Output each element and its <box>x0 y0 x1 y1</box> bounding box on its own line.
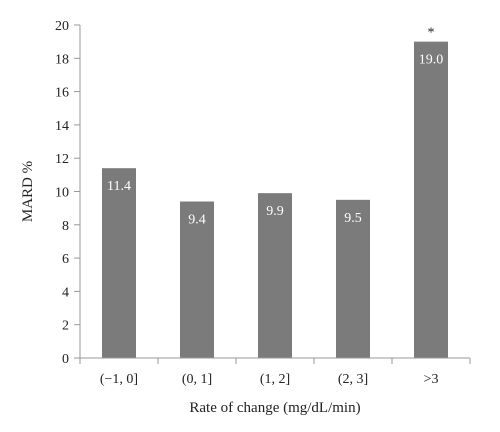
data-label: 9.4 <box>188 212 206 227</box>
x-tick-label: (−1, 0] <box>100 372 138 387</box>
bars: 11.4 9.4 9.9 9.5 19.0 * <box>102 26 448 359</box>
y-tick-label: 20 <box>55 19 69 34</box>
x-tick-label: >3 <box>424 372 439 387</box>
data-label: 9.5 <box>344 211 362 226</box>
y-tick-label: 12 <box>55 152 69 167</box>
bar <box>336 199 370 358</box>
data-label: 11.4 <box>107 179 131 194</box>
bar <box>414 41 448 359</box>
significance-marker: * <box>428 26 435 41</box>
y-axis-label: MARD % <box>20 161 36 222</box>
y-tick-label: 0 <box>62 352 69 367</box>
y-axis-ticks: 0 2 4 6 8 10 12 14 16 18 20 <box>55 19 80 367</box>
bar <box>102 168 136 358</box>
y-tick-label: 4 <box>62 285 69 300</box>
x-tick-label: (0, 1] <box>182 372 212 387</box>
y-tick-label: 16 <box>55 86 69 101</box>
x-axis-ticks: (−1, 0] (0, 1] (1, 2] (2, 3] >3 <box>79 358 471 387</box>
y-tick-label: 8 <box>62 219 69 234</box>
y-tick-label: 2 <box>62 319 69 334</box>
data-label: 19.0 <box>419 53 444 68</box>
x-tick-label: (1, 2] <box>260 372 290 387</box>
y-tick-label: 10 <box>55 186 69 201</box>
y-tick-label: 14 <box>55 119 69 134</box>
y-tick-label: 6 <box>62 252 69 267</box>
x-tick-label: (2, 3] <box>338 372 368 387</box>
bar <box>180 201 214 358</box>
y-tick-label: 18 <box>55 52 69 67</box>
bar <box>258 193 292 358</box>
data-label: 9.9 <box>266 204 284 219</box>
x-axis-label: Rate of change (mg/dL/min) <box>189 400 360 416</box>
